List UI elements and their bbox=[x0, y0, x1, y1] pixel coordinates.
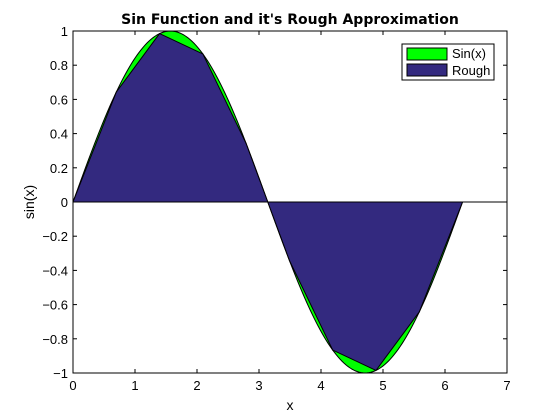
y-tick-label: −0.4 bbox=[42, 263, 68, 278]
rough-point-8 bbox=[418, 311, 420, 313]
rough-point-7 bbox=[375, 369, 377, 371]
legend: Sin(x) Rough bbox=[401, 43, 495, 81]
x-tick-label: 5 bbox=[379, 378, 386, 393]
y-tick-label: 0 bbox=[61, 195, 68, 210]
x-tick-label: 4 bbox=[317, 378, 324, 393]
x-axis-label: x bbox=[287, 397, 294, 413]
x-ticks: 0 1 2 3 4 5 6 7 bbox=[69, 31, 511, 393]
y-tick-label: 0.4 bbox=[50, 127, 68, 142]
y-tick-label: 0.8 bbox=[50, 58, 68, 73]
y-tick-label: 0.6 bbox=[50, 92, 68, 107]
rough-point-6 bbox=[332, 349, 334, 351]
legend-label-sin: Sin(x) bbox=[452, 46, 486, 61]
y-tick-label: −0.2 bbox=[42, 229, 68, 244]
rough-point-2 bbox=[159, 33, 161, 35]
y-tick-label: 0.2 bbox=[50, 161, 68, 176]
legend-label-rough: Rough bbox=[452, 63, 490, 78]
x-tick-label: 3 bbox=[255, 378, 262, 393]
rough-point-4 bbox=[245, 143, 247, 145]
x-tick-label: 6 bbox=[441, 378, 448, 393]
y-tick-label: 1 bbox=[61, 24, 68, 39]
rough-point-3 bbox=[202, 53, 204, 55]
rough-point-1 bbox=[115, 91, 117, 93]
y-tick-label: −1 bbox=[53, 366, 68, 381]
x-tick-label: 7 bbox=[503, 378, 510, 393]
x-tick-label: 0 bbox=[69, 378, 76, 393]
y-ticks: −1 −0.8 −0.6 −0.4 −0.2 0 0.2 0.4 0.6 0.8 1 bbox=[42, 24, 507, 381]
y-tick-label: −0.8 bbox=[42, 332, 68, 347]
y-tick-label: −0.6 bbox=[42, 298, 68, 313]
chart-title: Sin Function and it's Rough Approximatio… bbox=[121, 12, 459, 28]
legend-swatch-rough bbox=[406, 63, 448, 77]
x-tick-label: 1 bbox=[131, 378, 138, 393]
legend-swatch-sin bbox=[406, 47, 448, 61]
x-tick-label: 2 bbox=[193, 378, 200, 393]
rough-point-5 bbox=[288, 259, 290, 261]
y-axis-label: sin(x) bbox=[21, 185, 37, 219]
